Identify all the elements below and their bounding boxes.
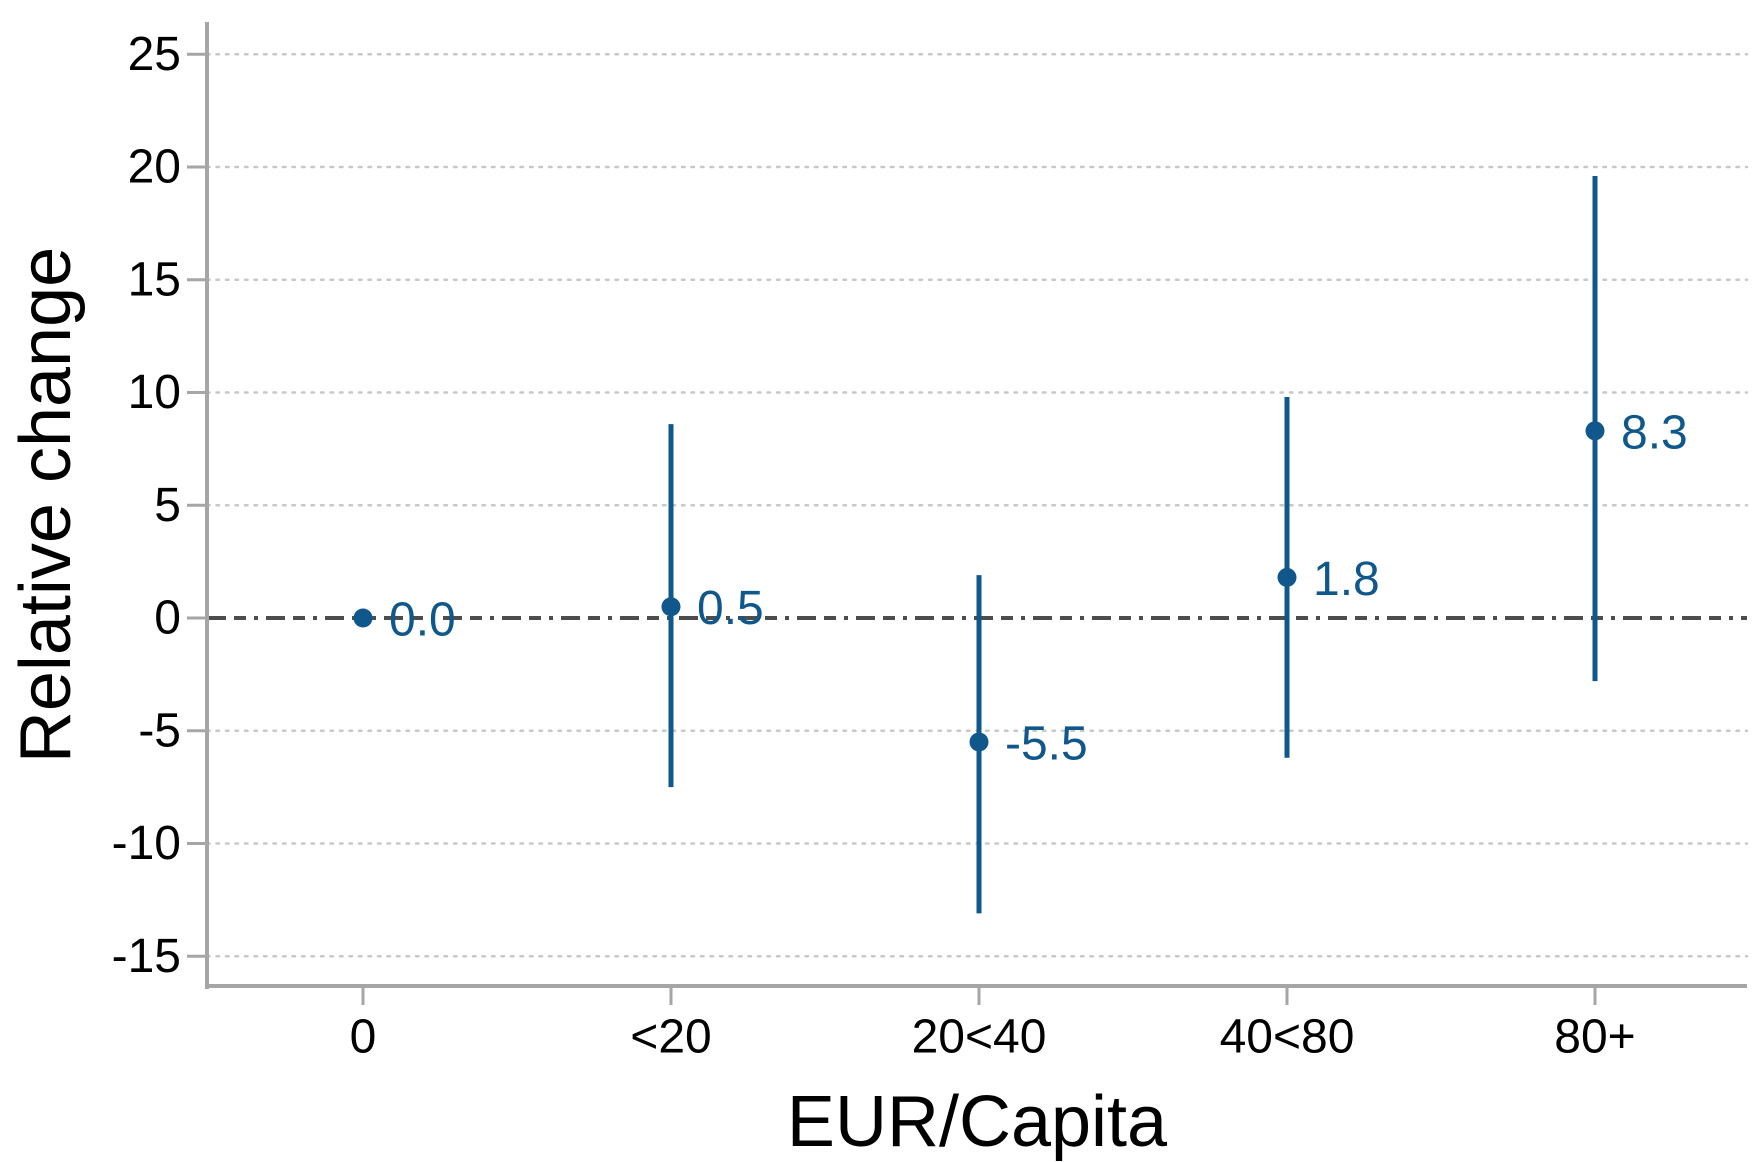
y-tick-label-5: 5 <box>154 479 181 532</box>
x-tick-label-4: 80+ <box>1554 1011 1635 1064</box>
estimate-label-1: 0.5 <box>697 582 764 635</box>
x-tick-label-2: 20<40 <box>912 1011 1047 1064</box>
y-tick-label-25: 25 <box>128 28 181 81</box>
x-tick-label-3: 40<80 <box>1220 1011 1355 1064</box>
y-tick-label--5: -5 <box>138 704 181 757</box>
x-tick-label-0: 0 <box>350 1011 377 1064</box>
y-tick-label--15: -15 <box>112 930 181 983</box>
estimate-label-4: 8.3 <box>1621 406 1688 459</box>
estimate-point-4 <box>1585 421 1605 441</box>
estimate-point-1 <box>661 597 681 617</box>
y-tick-label--10: -10 <box>112 817 181 870</box>
estimate-point-3 <box>1277 567 1297 587</box>
estimate-label-0: 0.0 <box>389 594 456 647</box>
y-tick-label-15: 15 <box>128 253 181 306</box>
x-axis-title: EUR/Capita <box>786 1082 1168 1162</box>
estimate-point-0 <box>353 608 373 628</box>
estimate-point-2 <box>969 732 989 752</box>
estimate-label-2: -5.5 <box>1005 718 1088 771</box>
y-tick-label-10: 10 <box>128 366 181 419</box>
estimate-label-3: 1.8 <box>1313 553 1380 606</box>
y-tick-label-0: 0 <box>154 592 181 645</box>
y-tick-label-20: 20 <box>128 141 181 194</box>
y-axis-title: Relative change <box>6 246 86 764</box>
x-tick-label-1: <20 <box>630 1011 711 1064</box>
